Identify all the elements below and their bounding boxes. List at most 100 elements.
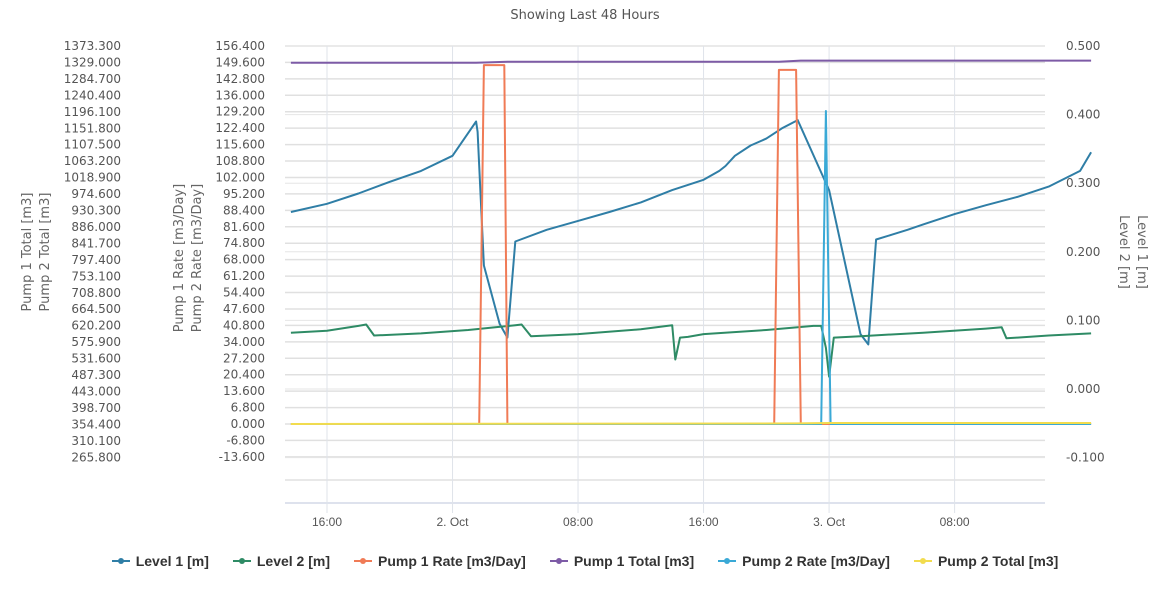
legend-label: Pump 2 Total [m3] xyxy=(937,553,1059,569)
x-tick-label: 08:00 xyxy=(563,515,593,529)
y-tick-label: 310.100 xyxy=(71,434,121,448)
y-tick-label: 797.400 xyxy=(71,253,121,267)
y-tick-label: 156.400 xyxy=(215,39,265,53)
y-tick-label: -13.600 xyxy=(219,450,265,464)
y-tick-label: 0.300 xyxy=(1066,176,1100,190)
y-tick-label: 1063.200 xyxy=(64,154,121,168)
chart-title: Showing Last 48 Hours xyxy=(510,8,660,23)
y-tick-label: 664.500 xyxy=(71,302,121,316)
y-tick-label: 841.700 xyxy=(71,236,121,250)
x-tick-label: 16:00 xyxy=(689,515,719,529)
y-tick-label: 1018.900 xyxy=(64,171,121,185)
y-tick-label: 531.600 xyxy=(71,352,121,366)
y-tick-label: 27.200 xyxy=(223,351,265,365)
y-tick-label: 129.200 xyxy=(215,105,265,119)
y-tick-label: 0.500 xyxy=(1066,39,1100,53)
y-tick-label: 1373.300 xyxy=(64,39,121,53)
series-level-1-m[interactable] xyxy=(290,119,1092,346)
legend-label: Pump 1 Rate [m3/Day] xyxy=(378,553,526,569)
axis-title: Pump 1 Total [m3] xyxy=(20,193,35,312)
y-tick-label: 1329.000 xyxy=(64,55,121,69)
y-tick-label: 265.800 xyxy=(71,450,121,464)
left-outer-axis: 1373.300 1329.000 1284.700 1240.400 1196.100… xyxy=(20,39,121,464)
x-tick-label: 16:00 xyxy=(312,515,342,529)
y-tick-label: 974.600 xyxy=(71,187,121,201)
y-tick-label: 68.000 xyxy=(223,253,265,267)
legend-item[interactable]: Pump 1 Total [m3] xyxy=(549,553,695,569)
y-tick-label: 115.600 xyxy=(215,138,265,152)
axis-title: Level 2 [m] xyxy=(1116,215,1131,289)
x-tick-label: 3. Oct xyxy=(813,515,846,529)
y-tick-label: 930.300 xyxy=(71,204,121,218)
y-tick-label: 47.600 xyxy=(223,302,265,316)
series-level-2-m[interactable] xyxy=(290,323,1092,378)
legend-label: Level 1 [m] xyxy=(135,553,209,569)
legend-label: Pump 1 Total [m3] xyxy=(573,553,695,569)
y-tick-label: 620.200 xyxy=(71,319,121,333)
axis-title: Pump 2 Total [m3] xyxy=(38,193,53,312)
legend-marker-icon xyxy=(354,556,372,566)
legend-item[interactable]: Pump 1 Rate [m3/Day] xyxy=(354,553,526,569)
y-tick-label: 575.900 xyxy=(71,335,121,349)
y-tick-label: -0.100 xyxy=(1066,451,1105,465)
y-tick-label: 6.800 xyxy=(231,401,265,415)
y-tick-label: 13.600 xyxy=(223,384,265,398)
y-tick-label: 1151.800 xyxy=(64,121,121,135)
y-tick-label: 102.000 xyxy=(215,170,265,184)
y-tick-label: 149.600 xyxy=(215,55,265,69)
x-axis: 16:00 2. Oct 08:00 16:00 3. Oct 08:00 xyxy=(312,515,970,529)
legend-item[interactable]: Pump 2 Total [m3] xyxy=(913,553,1059,569)
legend-marker-icon xyxy=(232,556,251,566)
y-tick-label: 74.800 xyxy=(223,236,265,250)
y-tick-label: 142.800 xyxy=(215,72,265,86)
legend-marker-icon xyxy=(549,556,568,566)
right-axis: 0.500 0.400 0.300 0.200 0.100 0.000 -0.100 Leve… xyxy=(1066,39,1149,465)
y-tick-label: 0.000 xyxy=(231,417,265,431)
y-tick-label: 0.200 xyxy=(1066,245,1100,259)
left-inner-axis: 156.400 149.600 142.800 136.000 129.200 122.4… xyxy=(172,39,265,464)
y-tick-label: 95.200 xyxy=(223,187,265,201)
legend-marker-icon xyxy=(111,556,130,566)
legend-marker-icon xyxy=(913,556,932,566)
legend-label: Pump 2 Rate [m3/Day] xyxy=(742,553,890,569)
axis-title: Level 1 [m] xyxy=(1134,215,1149,289)
y-tick-label: 1240.400 xyxy=(64,88,121,102)
y-tick-label: 886.000 xyxy=(71,220,121,234)
y-tick-label: 1196.100 xyxy=(64,105,121,119)
legend-item[interactable]: Level 2 [m] xyxy=(232,553,330,569)
y-tick-label: 54.400 xyxy=(223,286,265,300)
y-tick-label: 20.400 xyxy=(223,368,265,382)
y-tick-label: 81.600 xyxy=(223,220,265,234)
y-tick-label: 708.800 xyxy=(71,286,121,300)
x-tick-label: 08:00 xyxy=(940,515,970,529)
y-tick-label: -6.800 xyxy=(226,433,265,447)
legend-marker-icon xyxy=(718,556,737,566)
y-tick-label: 61.200 xyxy=(223,269,265,283)
y-tick-label: 40.800 xyxy=(223,318,265,332)
gridlines xyxy=(285,45,1045,504)
y-tick-label: 443.000 xyxy=(71,384,121,398)
x-tick-label: 2. Oct xyxy=(437,515,470,529)
series-pump-2-total-m3[interactable] xyxy=(290,422,1092,425)
y-tick-label: 354.400 xyxy=(71,417,121,431)
axis-title: Pump 2 Rate [m3/Day] xyxy=(190,184,205,332)
y-tick-label: 1107.500 xyxy=(64,138,121,152)
series-pump-1-rate-m3-day[interactable] xyxy=(290,64,1092,425)
y-tick-label: 108.800 xyxy=(215,154,265,168)
axis-title: Pump 1 Rate [m3/Day] xyxy=(172,184,187,332)
y-tick-label: 0.000 xyxy=(1066,382,1100,396)
y-tick-label: 122.400 xyxy=(215,121,265,135)
legend: Level 1 [m] Level 2 [m] Pump 1 Rate [m3/Da… xyxy=(0,553,1170,569)
series-pump-1-total-m3[interactable] xyxy=(290,59,1092,64)
series-lines[interactable] xyxy=(290,59,1092,425)
legend-label: Level 2 [m] xyxy=(256,553,330,569)
y-tick-label: 0.100 xyxy=(1066,313,1100,327)
y-tick-label: 1284.700 xyxy=(64,72,121,86)
y-tick-label: 0.400 xyxy=(1066,108,1100,122)
y-tick-label: 88.400 xyxy=(223,203,265,217)
legend-item[interactable]: Pump 2 Rate [m3/Day] xyxy=(718,553,890,569)
legend-item[interactable]: Level 1 [m] xyxy=(111,553,209,569)
x-gridlines xyxy=(326,46,956,513)
series-pump-2-rate-m3-day[interactable] xyxy=(290,110,1092,425)
